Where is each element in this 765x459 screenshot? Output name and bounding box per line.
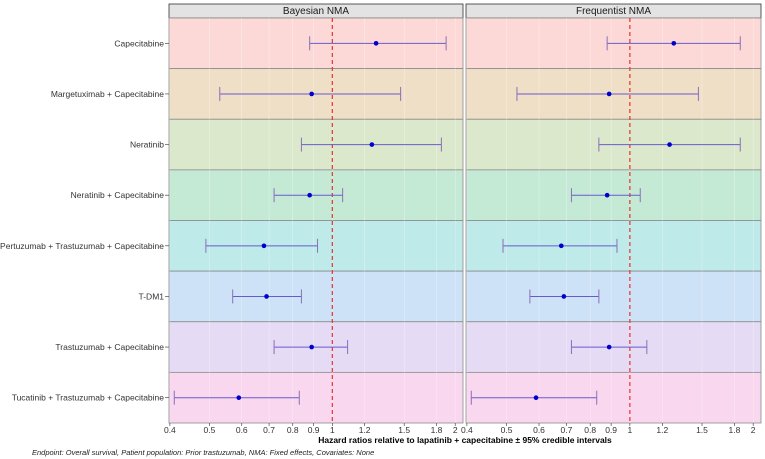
x-tick-label: 1.5 <box>398 425 410 435</box>
x-tick-label: 0.5 <box>501 425 513 435</box>
point-estimate <box>264 294 269 299</box>
x-tick-label: 0.9 <box>308 425 320 435</box>
x-tick-label: 1 <box>330 425 335 435</box>
point-estimate <box>309 91 314 97</box>
point-estimate <box>667 142 672 147</box>
x-tick-label: 0.5 <box>204 425 216 435</box>
point-estimate <box>309 344 314 350</box>
row-band <box>168 270 464 323</box>
y-tick-label: Neratinib <box>130 140 164 150</box>
panel-title: Frequentist NMA <box>576 6 651 17</box>
x-tick-label: 1.8 <box>729 425 741 435</box>
point-estimate <box>606 344 612 350</box>
point-estimate <box>671 41 677 46</box>
point-estimate <box>561 294 567 299</box>
row-band <box>465 270 762 323</box>
y-tick-label: Trastuzumab + Capecitabine <box>55 342 164 352</box>
y-tick-label: Tucatinib + Trastuzumab + Capecitabine <box>12 393 165 403</box>
x-tick-label: 1.5 <box>696 425 708 435</box>
point-estimate <box>606 91 612 97</box>
x-tick-label: 0.4 <box>164 425 176 435</box>
caption: Endpoint: Overall survival, Patient popu… <box>32 448 374 457</box>
panel-title: Bayesian NMA <box>283 6 349 17</box>
x-tick-label: 0.6 <box>236 425 248 435</box>
x-tick-label: 0.8 <box>584 425 596 435</box>
x-tick-label: 2 <box>453 425 458 435</box>
y-tick-label: Pertuzumab + Trastuzumab + Capecitabine <box>0 241 164 251</box>
x-tick-label: 0.7 <box>561 425 573 435</box>
point-estimate <box>369 142 375 147</box>
x-tick-label: 0.9 <box>605 425 617 435</box>
x-tick-label: 0.8 <box>287 425 299 435</box>
x-tick-label: 0.4 <box>461 425 473 435</box>
point-estimate <box>236 395 242 400</box>
y-tick-label: Margetuximab + Capecitabine <box>51 89 164 99</box>
y-tick-label: Neratinib + Capecitabine <box>71 190 165 200</box>
x-axis-label: Hazard ratios relative to lapatinib + ca… <box>318 435 612 445</box>
x-tick-label: 1.8 <box>431 425 443 435</box>
x-tick-label: 0.7 <box>263 425 275 435</box>
x-tick-label: 1.2 <box>656 425 668 435</box>
y-tick-label: T-DM1 <box>139 291 165 301</box>
y-tick-label: Capecitabine <box>114 38 164 48</box>
point-estimate <box>261 243 267 249</box>
point-estimate <box>307 192 312 198</box>
x-tick-label: 0.6 <box>533 425 545 435</box>
point-estimate <box>373 41 379 46</box>
point-estimate <box>558 243 564 249</box>
point-estimate <box>604 192 610 198</box>
x-tick-label: 2 <box>751 425 756 435</box>
x-tick-label: 1 <box>628 425 633 435</box>
x-tick-label: 1.2 <box>359 425 371 435</box>
point-estimate <box>533 395 539 400</box>
